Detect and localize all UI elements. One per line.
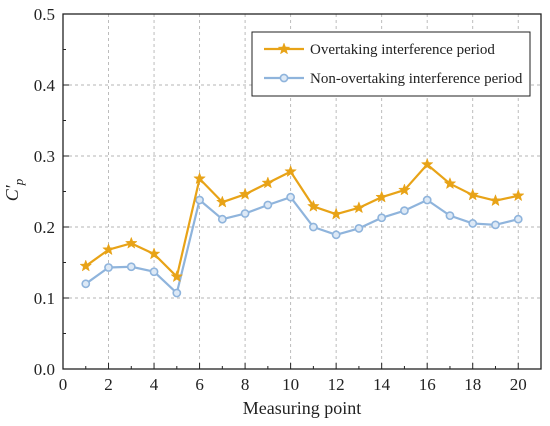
y-tick-label: 0.1 — [34, 289, 55, 308]
data-point-overtaking — [466, 188, 480, 201]
x-tick-label: 10 — [282, 375, 299, 394]
y-tick-label: 0.5 — [34, 5, 55, 24]
data-point-overtaking — [306, 199, 320, 212]
data-point-non-overtaking — [400, 206, 409, 216]
x-tick-label: 12 — [328, 375, 345, 394]
x-tick-label: 16 — [419, 375, 436, 394]
data-point-overtaking — [284, 164, 298, 178]
data-point-overtaking — [124, 236, 138, 249]
legend: Overtaking interference period Non-overta… — [251, 31, 531, 97]
y-tick-label: 0.4 — [34, 76, 56, 95]
data-point-non-overtaking — [126, 262, 136, 272]
x-tick-label: 8 — [241, 375, 250, 394]
data-point-non-overtaking — [308, 222, 318, 232]
legend-label: Overtaking interference period — [310, 42, 495, 58]
data-point-overtaking — [511, 189, 525, 202]
data-point-non-overtaking — [422, 195, 432, 205]
x-tick-label: 20 — [510, 375, 527, 394]
data-point-non-overtaking — [377, 213, 387, 223]
legend-marker — [277, 42, 291, 55]
data-point-non-overtaking — [513, 214, 523, 224]
data-point-non-overtaking — [217, 214, 227, 224]
series-line-overtaking — [85, 163, 519, 278]
data-point-overtaking — [193, 172, 206, 185]
data-point-non-overtaking — [445, 211, 455, 221]
y-tick-label: 0.3 — [34, 147, 55, 166]
x-tick-label: 6 — [195, 375, 204, 394]
data-point-non-overtaking — [331, 230, 341, 240]
data-point-overtaking — [352, 201, 366, 214]
data-point-non-overtaking — [149, 267, 159, 277]
series-overtaking — [79, 157, 525, 283]
data-point-overtaking — [170, 269, 184, 283]
data-point-non-overtaking — [491, 220, 500, 230]
data-point-overtaking — [329, 207, 343, 220]
data-point-non-overtaking — [468, 219, 478, 228]
data-point-non-overtaking — [263, 200, 273, 210]
data-point-non-overtaking — [172, 288, 182, 298]
data-point-non-overtaking — [240, 209, 250, 218]
y-axis-title: C′p — [2, 178, 26, 201]
data-point-overtaking — [238, 187, 252, 200]
data-point-non-overtaking — [104, 263, 113, 272]
x-tick-label: 4 — [150, 375, 159, 394]
data-point-non-overtaking — [286, 192, 296, 202]
legend-label: Non-overtaking interference period — [310, 71, 523, 87]
data-point-overtaking — [420, 157, 434, 170]
data-point-overtaking — [147, 247, 161, 260]
legend-box — [251, 31, 531, 97]
data-point-overtaking — [102, 243, 115, 256]
legend-marker — [279, 73, 289, 83]
data-point-non-overtaking — [195, 195, 204, 205]
series-non-overtaking — [81, 192, 523, 298]
data-point-overtaking — [398, 183, 411, 196]
x-tick-label: 18 — [464, 375, 481, 394]
x-tick-label: 2 — [104, 375, 113, 394]
x-tick-label: 14 — [373, 375, 391, 394]
data-point-non-overtaking — [354, 224, 364, 233]
x-tick-label: 0 — [59, 375, 68, 394]
series-line-non-overtaking — [85, 196, 519, 295]
series-group — [79, 157, 525, 298]
data-point-overtaking — [375, 190, 389, 203]
data-point-overtaking — [261, 176, 275, 189]
legend-item-overtaking: Overtaking interference period — [264, 42, 495, 58]
data-point-overtaking — [79, 259, 93, 272]
legend-item-non-overtaking: Non-overtaking interference period — [264, 71, 523, 87]
x-axis-title: Measuring point — [243, 398, 362, 418]
y-tick-label: 0.2 — [34, 218, 55, 237]
data-point-overtaking — [443, 176, 457, 190]
grid — [63, 14, 541, 369]
data-point-non-overtaking — [81, 279, 91, 289]
data-point-overtaking — [215, 195, 229, 208]
data-point-overtaking — [489, 194, 502, 207]
axis-ticks: 0 2 4 6 8 10 12 14 16 18 20 0.0 0.1 0.2 0.3 0.4 0.5 — [34, 5, 542, 394]
y-tick-label: 0.0 — [34, 360, 55, 379]
